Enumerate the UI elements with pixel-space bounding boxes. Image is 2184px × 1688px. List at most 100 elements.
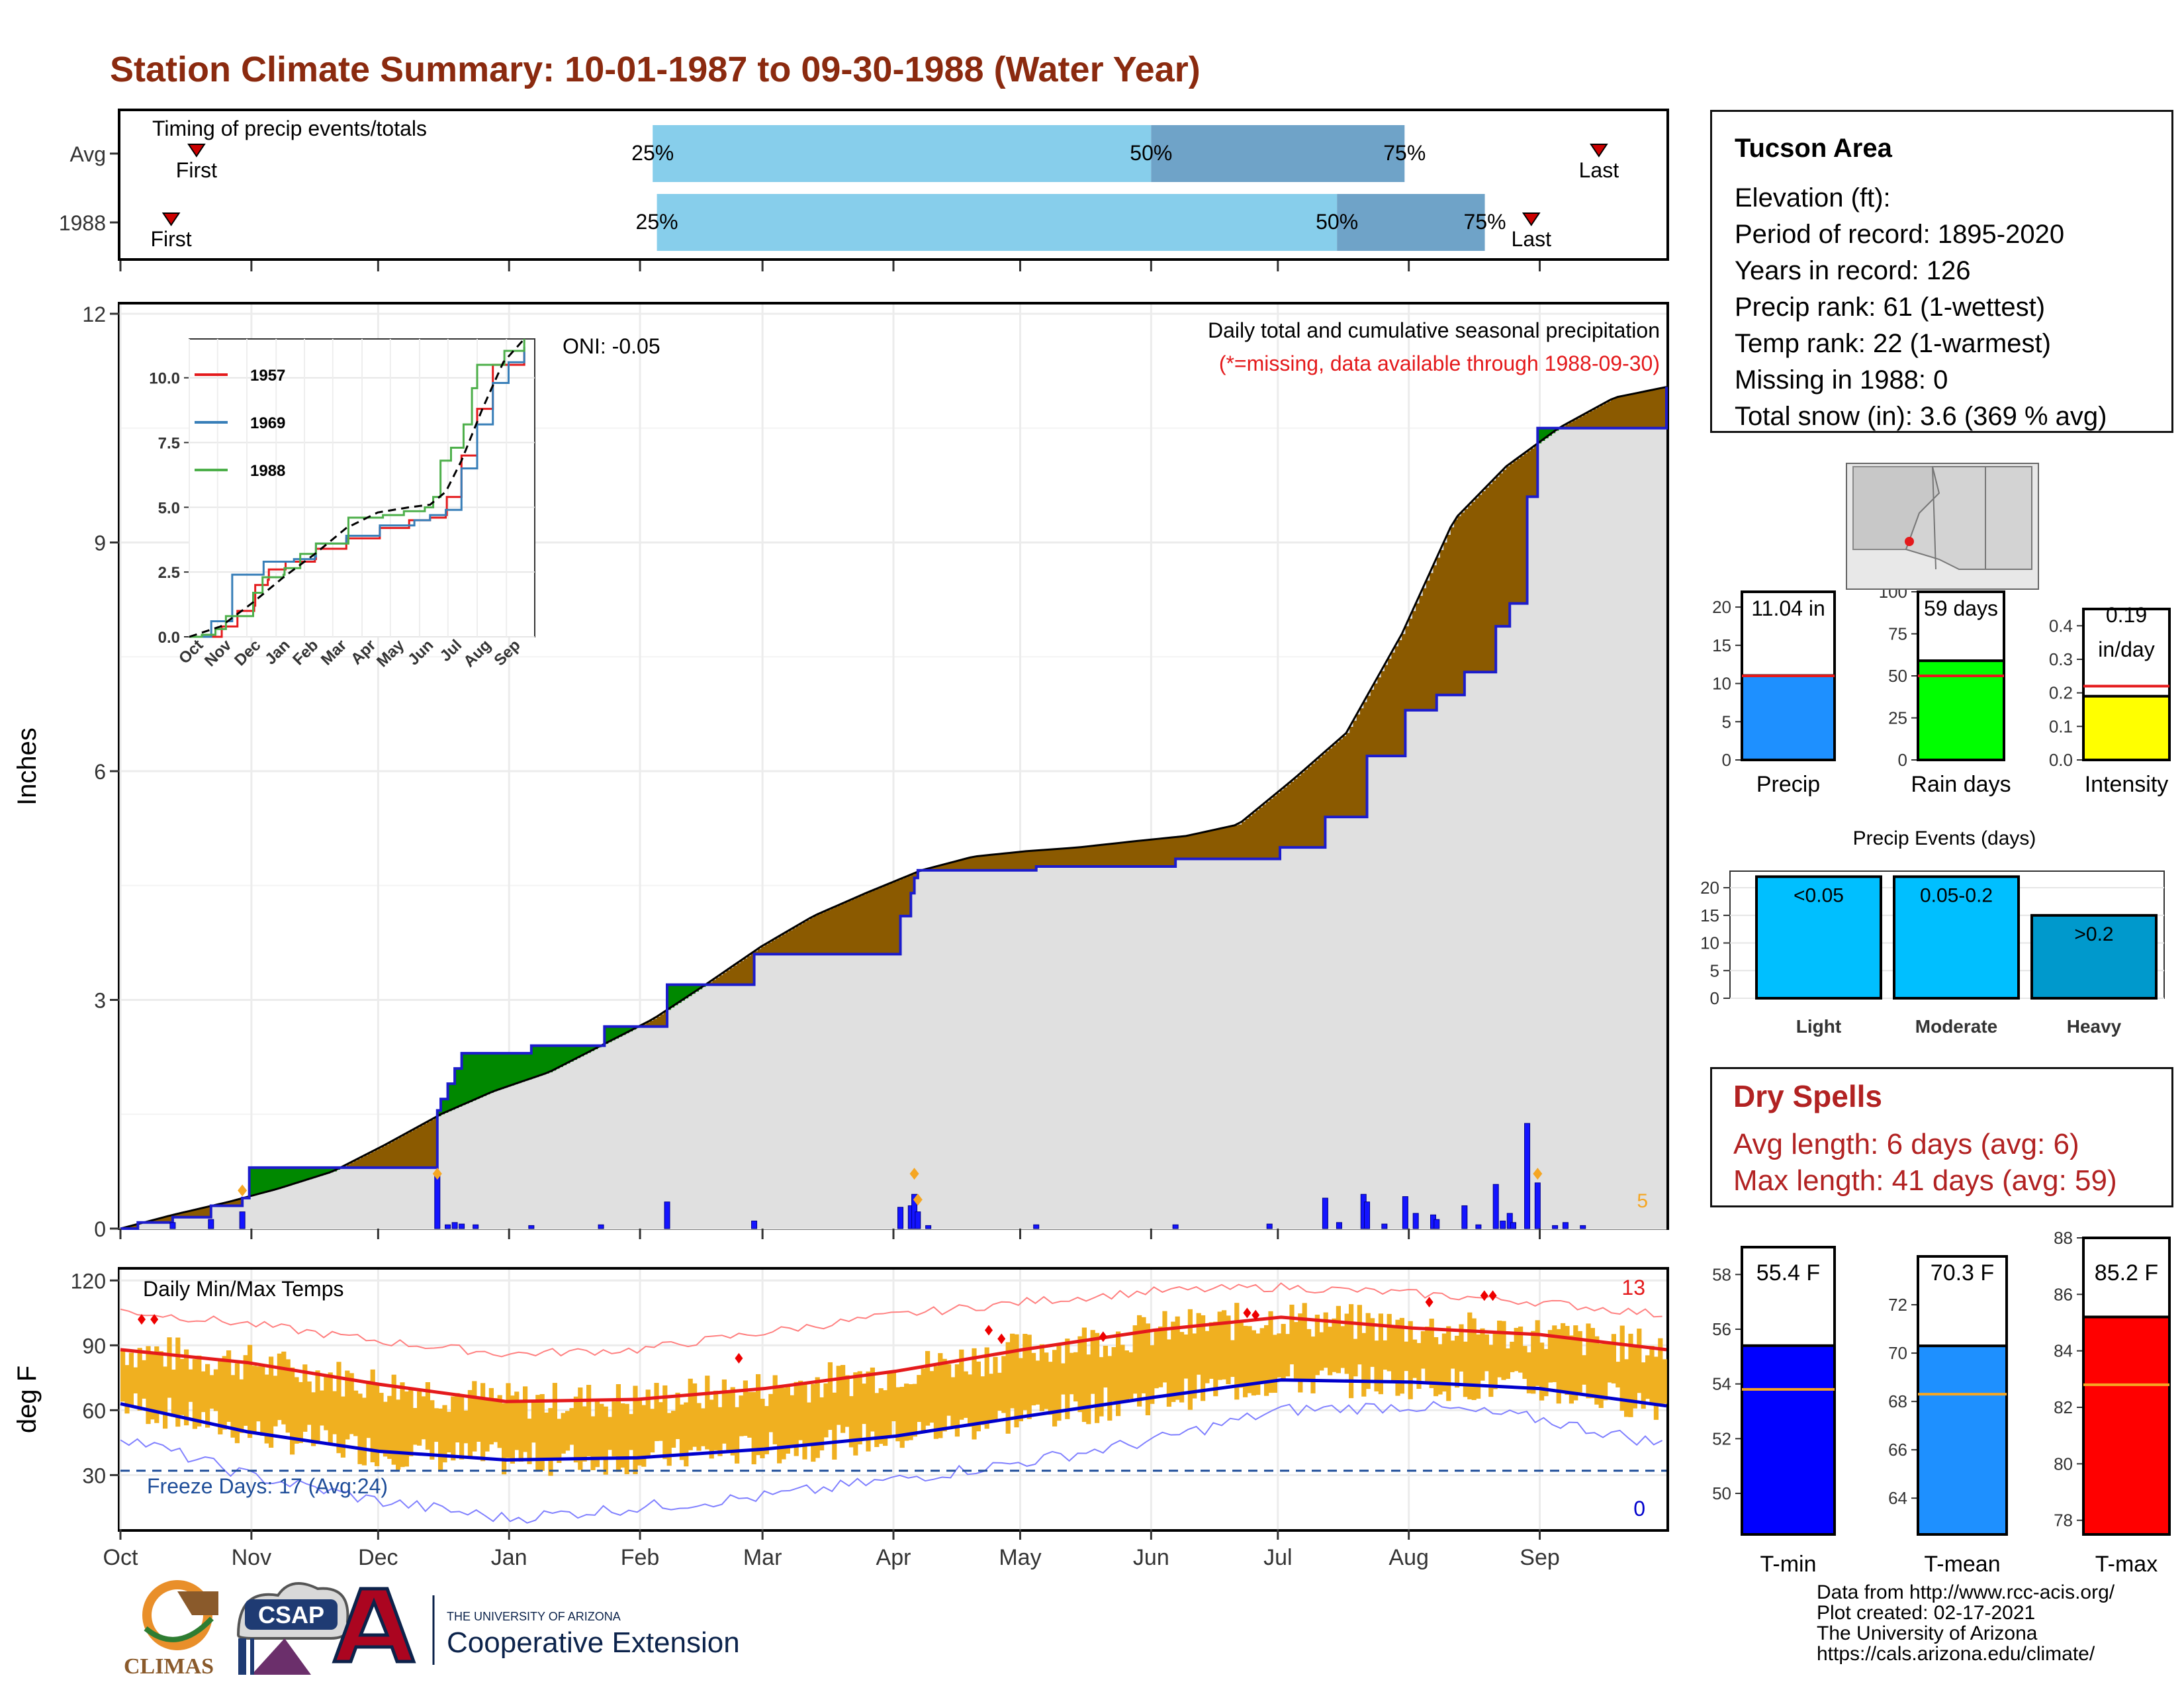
daily-temp-bar xyxy=(1255,1333,1261,1395)
daily-temp-bar xyxy=(1086,1354,1091,1425)
daily-temp-bar xyxy=(146,1346,151,1425)
daily-temp-bar xyxy=(1272,1335,1277,1393)
csap-logo: CSAP xyxy=(236,1582,349,1675)
timing-last-marker xyxy=(1590,144,1608,158)
daily-temp-bar xyxy=(717,1407,723,1456)
daily-temp-bar xyxy=(883,1390,888,1446)
daily-temp-bar xyxy=(260,1366,265,1436)
daily-temp-bar xyxy=(188,1369,193,1402)
station-info-line: Period of record: 1895-2020 xyxy=(1735,220,2065,249)
daily-temp-bar xyxy=(535,1395,541,1472)
daily-temp-bar xyxy=(430,1400,435,1460)
daily-temp-bar xyxy=(1450,1340,1455,1369)
daily-temp-bar xyxy=(248,1344,253,1438)
daily-temp-bar xyxy=(650,1409,655,1453)
daily-temp-bar xyxy=(1187,1309,1193,1410)
daily-temp-bar xyxy=(1446,1326,1451,1401)
daily-temp-bar xyxy=(1026,1335,1032,1419)
daily-temp-bar xyxy=(963,1371,968,1418)
daily-temp-bar xyxy=(1336,1305,1341,1374)
daily-temp-bar xyxy=(679,1404,684,1460)
daily-temp-bar xyxy=(1586,1323,1591,1399)
daily-temp-bar xyxy=(1598,1343,1604,1408)
daily-temp-bar xyxy=(1658,1338,1663,1405)
month-tick-label: Sep xyxy=(1520,1545,1560,1570)
daily-temp-bar xyxy=(1353,1338,1358,1377)
daily-temp-bar xyxy=(841,1365,846,1433)
daily-temp-bar xyxy=(400,1382,405,1468)
daily-temp-bar xyxy=(328,1372,333,1445)
daily-temp-bar xyxy=(993,1356,998,1420)
daily-precip-bar xyxy=(1552,1225,1559,1229)
avg-cumulative-area xyxy=(120,387,1666,1229)
month-axis: Oct Nov Dec Jan Feb Mar Apr May Jun Jul Aug Sep xyxy=(103,1529,1560,1570)
daily-temp-bar xyxy=(772,1375,778,1444)
timing-row-label: Avg xyxy=(69,142,106,166)
daily-temp-bar xyxy=(692,1383,698,1447)
daily-temp-bar xyxy=(836,1366,841,1425)
cum-y-tick-label: 3 xyxy=(94,989,106,1013)
temp-title: Daily Min/Max Temps xyxy=(143,1277,343,1301)
tmax-y-tick-label: 84 xyxy=(2054,1341,2073,1361)
credit-line: Data from http://www.rcc-acis.org/ xyxy=(1817,1581,2115,1603)
daily-precip-bar xyxy=(1492,1184,1499,1229)
daily-temp-bar xyxy=(612,1401,617,1457)
daily-temp-bar xyxy=(306,1381,312,1425)
daily-temp-bar xyxy=(353,1390,359,1436)
daily-temp-bar xyxy=(1632,1346,1637,1409)
daily-temp-bar xyxy=(1306,1329,1312,1382)
observed-cumulative-line xyxy=(120,387,1668,1230)
daily-temp-bar xyxy=(1116,1331,1121,1417)
month-tick-label: Jun xyxy=(1133,1545,1169,1570)
daily-temp-bar xyxy=(1001,1356,1007,1413)
daily-temp-bar xyxy=(163,1366,168,1429)
daily-temp-bar xyxy=(641,1405,647,1467)
daily-temp-bar xyxy=(1357,1305,1362,1365)
daily-temp-bar xyxy=(933,1366,938,1439)
daily-temp-bar xyxy=(1510,1341,1515,1372)
timing-label-25: 25% xyxy=(636,210,678,234)
daily-temp-bar xyxy=(251,1366,257,1433)
precip-total-value-label: 11.04 in xyxy=(1751,596,1825,620)
daily-temp-bar xyxy=(1594,1336,1600,1405)
inset-chart: 0.02.55.07.510.0OctNovDecJanFebMarAprMay… xyxy=(149,338,535,671)
tmin-y-tick-label: 52 xyxy=(1712,1429,1731,1448)
daily-precip-bar xyxy=(1336,1222,1342,1229)
daily-temp-bar xyxy=(1039,1344,1044,1411)
daily-temp-bar xyxy=(302,1364,308,1432)
daily-temp-bar xyxy=(1399,1317,1404,1394)
daily-temp-bar xyxy=(853,1372,858,1456)
daily-temp-bar xyxy=(197,1355,202,1427)
timing-last-marker xyxy=(1522,212,1541,226)
inset-series-line-1988 xyxy=(189,339,525,638)
timing-first-marker xyxy=(161,212,181,226)
precip-event-marker xyxy=(238,1184,248,1197)
daily-temp-bar xyxy=(1196,1313,1201,1375)
daily-temp-bar xyxy=(1230,1340,1235,1378)
record-high-marker xyxy=(985,1325,993,1336)
daily-temp-bar xyxy=(1251,1330,1256,1396)
daily-temp-bar xyxy=(1298,1313,1303,1393)
daily-temp-bar xyxy=(862,1383,867,1425)
daily-temp-bar xyxy=(696,1403,702,1451)
daily-temp-bar xyxy=(472,1381,477,1452)
daily-temp-bar xyxy=(590,1416,596,1470)
daily-temp-bar xyxy=(459,1394,465,1460)
daily-temp-bar xyxy=(1518,1326,1524,1373)
daily-temp-bar xyxy=(1577,1331,1582,1393)
daily-temp-bar xyxy=(502,1403,507,1475)
intensity-y-tick-label: 0.4 xyxy=(2049,616,2073,635)
daily-temp-bar xyxy=(1154,1330,1159,1389)
intensity-y-tick-label: 0.0 xyxy=(2049,750,2073,770)
daily-temp-bar xyxy=(878,1388,884,1444)
tmin-bar xyxy=(1741,1344,1836,1536)
daily-temp-bar xyxy=(1611,1334,1616,1383)
daily-temp-bar xyxy=(1065,1338,1070,1419)
inset-y-tick-label: 0.0 xyxy=(158,629,180,647)
daily-temp-bar xyxy=(1573,1325,1578,1401)
daily-temp-bar xyxy=(142,1360,147,1399)
daily-temp-bar xyxy=(255,1366,261,1422)
daily-temp-bar xyxy=(1383,1340,1388,1370)
daily-temp-bar xyxy=(1010,1333,1015,1409)
daily-temp-bar xyxy=(1060,1363,1066,1395)
